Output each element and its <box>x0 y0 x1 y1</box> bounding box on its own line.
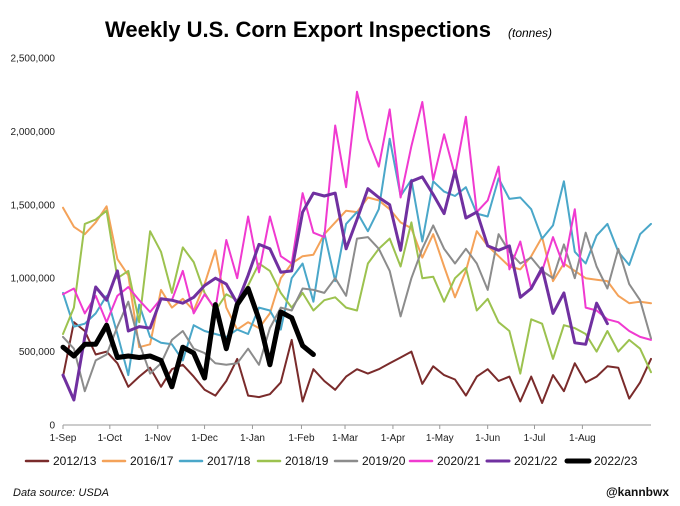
series-line-2022-23 <box>60 286 316 390</box>
x-tick-label: 1-Nov <box>144 433 171 444</box>
y-tick-label: 2,000,000 <box>11 127 56 138</box>
series-line-2018-19 <box>62 209 652 375</box>
x-tick-label: 1-Apr <box>381 433 406 444</box>
x-tick-label: 1-May <box>426 433 454 444</box>
x-tick-label: 1-Sep <box>50 433 77 444</box>
legend-label-2016-17: 2016/17 <box>130 454 174 468</box>
data-source-note: Data source: USDA <box>13 487 109 499</box>
series-line-2012-13 <box>62 321 652 404</box>
x-tick-label: 1-Mar <box>332 433 359 444</box>
legend-label-2020-21: 2020/21 <box>437 454 481 468</box>
series-line-2017-18 <box>62 137 652 377</box>
x-axis: 1-Sep 1-Oct 1-Nov 1-Dec 1-Jan 1-Feb 1-Mar 1-Apr… <box>50 424 651 444</box>
legend-label-2012-13: 2012/13 <box>53 454 97 468</box>
x-tick-label: 1-Feb <box>288 433 315 444</box>
author-handle: @kannbwx <box>606 485 669 499</box>
y-tick-label: 500,000 <box>19 347 56 358</box>
x-tick-label: 1-Jun <box>475 433 500 444</box>
legend-label-2019-20: 2019/20 <box>362 454 406 468</box>
legend: 2012/13 2016/17 2017/18 2018/19 2019/20 2020/… <box>24 454 638 468</box>
y-tick-label: 1,500,000 <box>11 200 56 211</box>
y-tick-label: 2,500,000 <box>11 54 56 65</box>
y-axis: 0 500,000 1,000,000 1,500,000 2,000,000 2,500… <box>11 54 56 432</box>
chart-subtitle: (tonnes) <box>508 26 552 40</box>
x-tick-label: 1-Jan <box>240 433 265 444</box>
y-tick-label: 0 <box>49 421 55 432</box>
x-tick-label: 1-Oct <box>98 433 123 444</box>
y-tick-label: 1,000,000 <box>11 274 56 285</box>
x-tick-label: 1-Dec <box>191 433 218 444</box>
series-layer <box>60 90 652 404</box>
series-line-2021-22 <box>61 169 609 402</box>
chart-title: Weekly U.S. Corn Export Inspections <box>105 17 491 42</box>
legend-label-2018-19: 2018/19 <box>285 454 329 468</box>
legend-label-2022-23: 2022/23 <box>594 454 638 468</box>
legend-label-2017-18: 2017/18 <box>207 454 251 468</box>
x-tick-label: 1-Aug <box>569 433 596 444</box>
legend-label-2021-22: 2021/22 <box>514 454 558 468</box>
x-tick-label: 1-Jul <box>524 433 546 444</box>
